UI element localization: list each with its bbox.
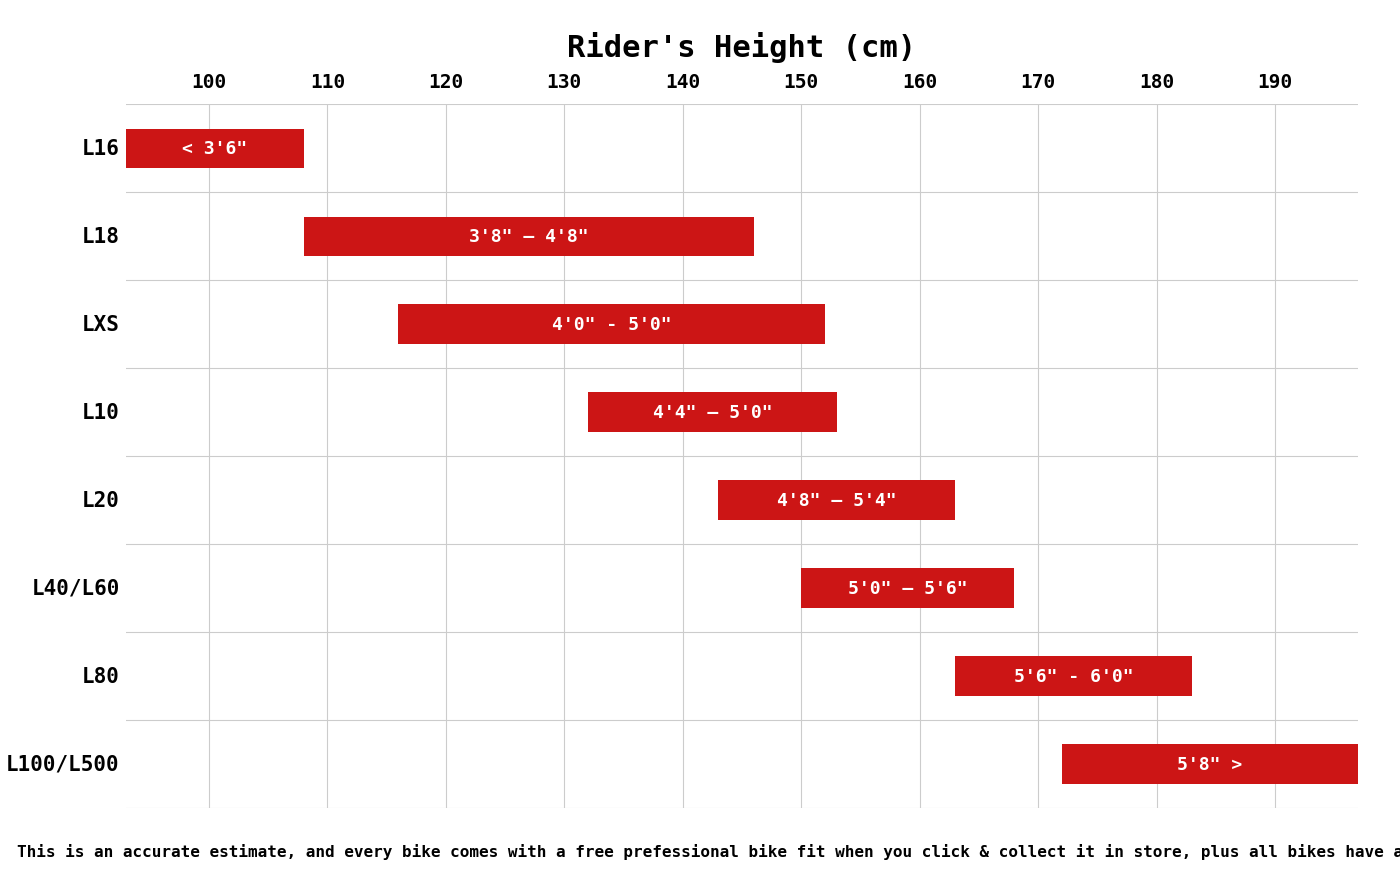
FancyBboxPatch shape [1061, 745, 1358, 783]
Text: 4'8" – 5'4": 4'8" – 5'4" [777, 492, 896, 509]
Text: L16: L16 [83, 140, 120, 159]
FancyBboxPatch shape [801, 569, 1015, 608]
Text: 4'0" - 5'0": 4'0" - 5'0" [552, 316, 672, 334]
Text: LXS: LXS [83, 315, 120, 335]
Title: Rider's Height (cm): Rider's Height (cm) [567, 32, 917, 63]
FancyBboxPatch shape [718, 481, 955, 520]
Text: 5'6" - 6'0": 5'6" - 6'0" [1014, 667, 1134, 685]
Text: L40/L60: L40/L60 [31, 579, 120, 598]
Text: L18: L18 [83, 227, 120, 247]
Text: L10: L10 [83, 403, 120, 422]
Text: L80: L80 [83, 666, 120, 686]
Text: 5'8" >: 5'8" > [1177, 755, 1243, 773]
Text: L100/L500: L100/L500 [6, 754, 120, 774]
Text: 4'4" – 5'0": 4'4" – 5'0" [652, 404, 773, 421]
FancyBboxPatch shape [399, 306, 825, 345]
FancyBboxPatch shape [955, 657, 1193, 695]
Text: This is an accurate estimate, and every bike comes with a free prefessional bike: This is an accurate estimate, and every … [17, 843, 1400, 859]
Text: 5'0" – 5'6": 5'0" – 5'6" [848, 579, 967, 597]
Text: 3'8" – 4'8": 3'8" – 4'8" [469, 228, 588, 246]
Text: L20: L20 [83, 491, 120, 510]
FancyBboxPatch shape [304, 217, 753, 256]
FancyBboxPatch shape [588, 393, 837, 433]
FancyBboxPatch shape [126, 130, 304, 169]
Text: < 3'6": < 3'6" [182, 140, 248, 158]
